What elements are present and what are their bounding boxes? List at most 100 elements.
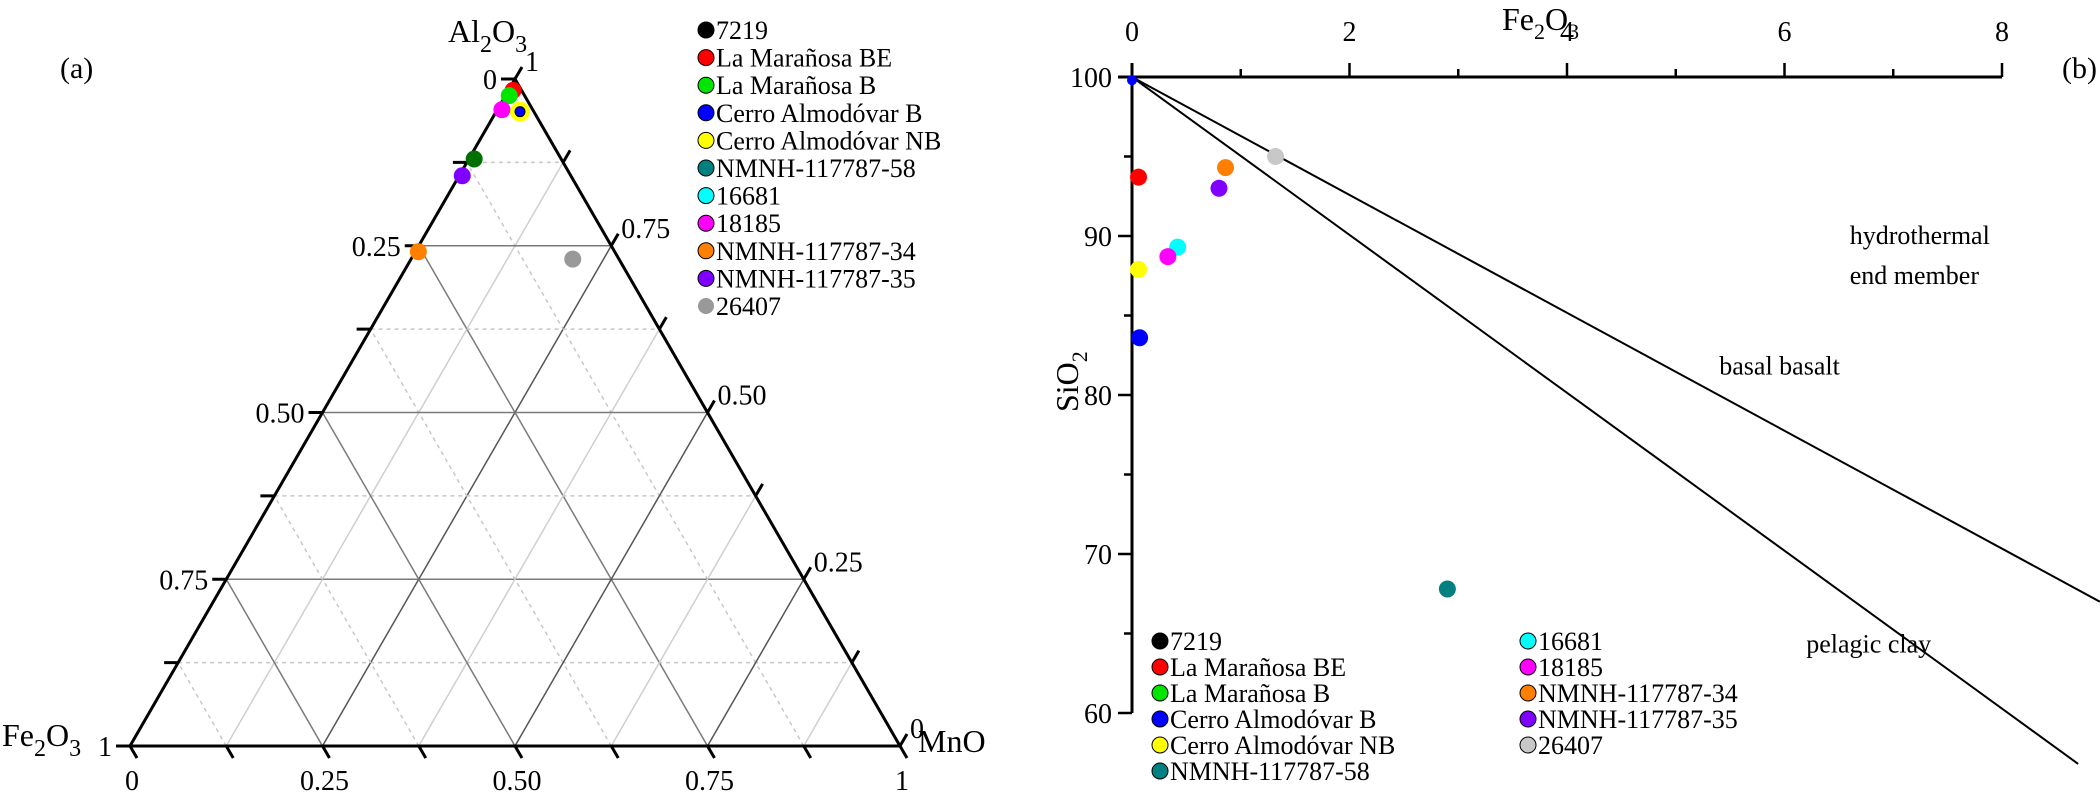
legend-marker: [1519, 632, 1537, 650]
data-point: [1131, 329, 1149, 347]
legend-label: NMNH-117787-58: [716, 154, 916, 183]
tick-label-fe2o3: 0.25: [352, 232, 401, 263]
x-tick-label: 0: [1125, 17, 1139, 48]
legend-label: 7219: [1170, 627, 1222, 656]
tick-label-mno: 0: [125, 766, 139, 793]
mixing-line: [1131, 76, 2079, 765]
legend-marker: [1151, 658, 1169, 676]
legend-marker: [697, 21, 715, 39]
legend-label: Cerro Almodóvar NB: [716, 126, 941, 155]
data-point: [1130, 168, 1148, 186]
data-point: [409, 243, 427, 261]
legend-label: NMNH-117787-58: [1170, 757, 1370, 786]
mixing-line: [1131, 76, 2100, 603]
scatter-axes: 0 2 4 6 8 100 90 80 70 60: [1070, 17, 2009, 730]
panel-label-b: (b): [2062, 52, 2097, 85]
legend-label: NMNH-117787-34: [716, 237, 916, 266]
legend-label: La Marañosa B: [716, 71, 876, 100]
legend-marker: [1519, 710, 1537, 728]
grid-line: [273, 495, 420, 747]
grid-line: [225, 578, 324, 747]
y-tick-label: 100: [1070, 63, 1112, 94]
legend-label: NMNH-117787-35: [716, 264, 916, 293]
grid-line: [225, 162, 564, 747]
data-point: [453, 167, 471, 185]
legend-marker: [697, 76, 715, 94]
data-point: [1217, 159, 1235, 177]
legend-marker: [697, 187, 715, 205]
scatter-points: [1127, 75, 1456, 598]
grid-line: [706, 578, 805, 747]
data-point: [500, 87, 518, 105]
legend-label: NMNH-117787-34: [1538, 679, 1738, 708]
x-tick-label: 2: [1343, 17, 1357, 48]
grid-line: [803, 662, 853, 747]
tick-label-mno: 0.25: [300, 766, 349, 793]
tick-label-al2o3: 0: [910, 714, 924, 745]
legend-label: 7219: [716, 16, 768, 45]
data-point: [1267, 148, 1285, 165]
y-tick-label: 60: [1084, 699, 1112, 730]
legend-marker: [697, 159, 715, 177]
y-tick-label: 90: [1084, 222, 1112, 253]
legend-label: NMNH-117787-35: [1538, 705, 1738, 734]
data-point: [564, 250, 582, 268]
tick-label-mno: 0.50: [493, 766, 542, 793]
legend-label: Cerro Almodóvar B: [1170, 705, 1377, 734]
x-tick-label: 6: [1778, 17, 1792, 48]
annotation-hydrothermal: hydrothermal: [1850, 221, 1990, 250]
legend-marker: [697, 49, 715, 67]
grid-line: [466, 162, 805, 747]
tick-label-mno: 1: [895, 766, 909, 793]
legend-marker: [1151, 762, 1169, 780]
grid-line: [610, 495, 757, 747]
annotation-label: basal basalt: [1719, 351, 1840, 380]
legend-marker: [1519, 684, 1537, 702]
legend-label: 16681: [716, 182, 781, 211]
tick-label-al2o3: 0.50: [718, 381, 767, 412]
legend-marker: [1151, 632, 1169, 650]
data-point: [465, 150, 483, 168]
grid-line: [177, 662, 227, 747]
legend-label: 26407: [716, 292, 781, 321]
ternary-ticks: 0010.250.250.750.500.500.500.750.750.251…: [98, 47, 924, 793]
tick-label-fe2o3: 0.50: [256, 399, 305, 430]
data-point: [1159, 248, 1177, 266]
legend-label: La Marañosa BE: [1170, 653, 1346, 682]
data-point: [514, 106, 526, 118]
tick-label-fe2o3: 0.75: [159, 565, 208, 596]
grid-line: [369, 328, 612, 747]
legend-label: 16681: [1538, 627, 1603, 656]
x-tick-label: 8: [1995, 17, 2009, 48]
legend-marker: [1151, 710, 1169, 728]
axis-title-mno: MnO: [918, 723, 986, 759]
ternary-plot: 0010.250.250.750.500.500.500.750.750.251…: [2, 13, 986, 793]
data-point: [1130, 260, 1148, 278]
y-tick-label: 80: [1084, 381, 1112, 412]
legend-label: Cerro Almodóvar NB: [1170, 731, 1395, 760]
mixing-lines: [1131, 76, 2100, 765]
legend-marker: [697, 242, 715, 260]
legend-marker: [1519, 736, 1537, 754]
axis-title-fe2o3: Fe2O3: [2, 717, 81, 762]
x-axis-title: Fe2O3: [1502, 1, 1579, 44]
legend-label: Cerro Almodóvar B: [716, 99, 923, 128]
legend-marker: [698, 298, 714, 314]
grid-line: [514, 412, 709, 747]
ternary-grid: [177, 161, 853, 747]
tick-label-fe2o3: 0: [483, 65, 497, 96]
legend-label: 18185: [716, 209, 781, 238]
region-annotations: hydrothermal end member basal basalt pelagi…: [1719, 221, 1990, 659]
data-point: [493, 101, 511, 119]
tick-label-mno: 0.75: [685, 766, 734, 793]
legend-label: La Marañosa B: [1170, 679, 1330, 708]
legend-marker: [1519, 658, 1537, 676]
legend-marker: [1151, 736, 1169, 754]
annotation-end-member: end member: [1850, 261, 1980, 290]
legend-marker: [1151, 684, 1169, 702]
legend-label: La Marañosa BE: [716, 44, 892, 73]
ternary-points: [409, 81, 582, 268]
